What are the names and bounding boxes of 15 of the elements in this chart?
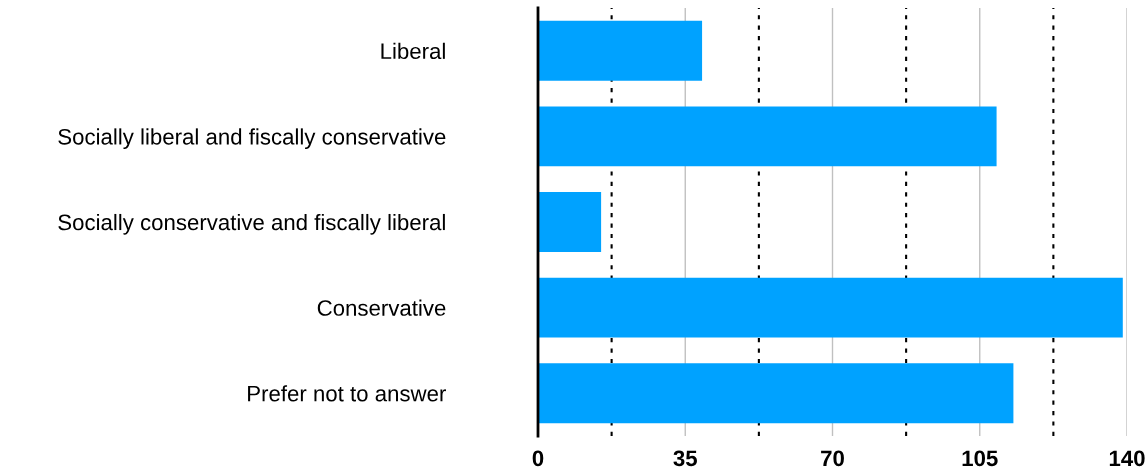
x-tick-label: 35: [673, 450, 697, 467]
x-tick-label: 105: [962, 450, 998, 467]
bar: [538, 20, 703, 81]
bar: [538, 363, 1014, 424]
x-tick-label: 70: [821, 450, 844, 467]
bar: [538, 277, 1123, 338]
y-tick-label: Prefer not to answer: [248, 385, 446, 402]
x-tick-label: 140: [1109, 450, 1145, 467]
y-tick-label: Socially liberal and fiscally conservative: [58, 128, 446, 150]
y-tick-label: Socially conservative and fiscally liberal: [58, 213, 445, 235]
bar: [538, 192, 602, 252]
y-tick-label: Conservative: [317, 299, 446, 316]
x-tick-label: 0: [532, 450, 544, 467]
bar: [538, 106, 997, 167]
y-tick-label: Liberal: [381, 42, 445, 60]
